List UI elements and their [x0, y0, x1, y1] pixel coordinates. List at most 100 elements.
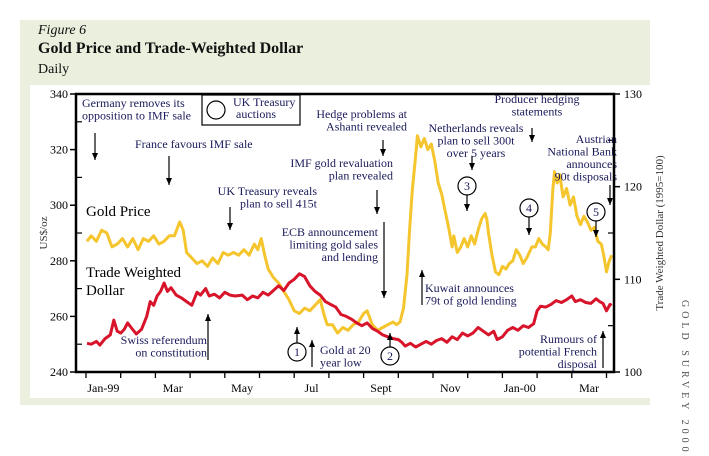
x-tick-label: Mar — [579, 381, 599, 395]
annotation-text: opposition to IMF sale — [82, 109, 191, 123]
uk-auction-marker-4: 4 — [519, 198, 539, 235]
figure-subtitle: Daily — [38, 62, 70, 77]
annotation-text: UK Treasury reveals — [218, 184, 318, 198]
figure-label: Figure 6 — [38, 23, 87, 38]
arrow-head-icon — [464, 204, 470, 211]
annotation-text: plan revealed — [329, 169, 393, 183]
arrow-head-icon — [593, 230, 599, 237]
annotation-text: plan to sell 300t — [438, 134, 516, 148]
legend-label-line1: UK Treasury — [233, 95, 295, 109]
arrow-head-icon — [92, 153, 98, 160]
x-tick-label: Nov — [440, 381, 461, 395]
x-tick-label: May — [231, 381, 253, 395]
gold-price-label: Gold Price — [86, 204, 151, 220]
arrow-head-icon — [294, 327, 300, 334]
auction-number: 4 — [526, 201, 532, 215]
annotation-text: National Bank — [547, 145, 617, 159]
x-tick-label: Jan-99 — [87, 381, 119, 395]
annotation-text: statements — [512, 105, 563, 119]
annotations-layer: Gold Price Trade Weighted Dollar UK Treasur… — [82, 92, 617, 371]
annotation-text: Swiss referendum — [121, 333, 208, 347]
annotation-text: plan to sell 415t — [240, 197, 318, 211]
x-tick-label: Sept — [370, 381, 392, 395]
legend-circle-icon — [206, 100, 226, 120]
annotation-text: Netherlands reveals — [429, 121, 524, 135]
uk-auction-marker-2: 2 — [380, 333, 400, 366]
uk-auction-marker-5: 5 — [586, 202, 606, 237]
annotation-text: Ashanti revealed — [326, 120, 407, 134]
arrow-head-icon — [469, 163, 475, 170]
arrow-head-icon — [227, 223, 233, 230]
arrow-head-icon — [419, 270, 425, 277]
annotation-text: potential French — [519, 345, 597, 359]
annotation-text: limiting gold sales — [289, 238, 378, 252]
arrow-head-icon — [380, 149, 386, 156]
trade-weighted-dollar-line — [86, 272, 613, 349]
arrow-head-icon — [381, 291, 387, 298]
annotation-text: Kuwait announces — [425, 281, 514, 295]
series-layer — [85, 134, 614, 349]
y-left-tick-label: 300 — [50, 198, 68, 212]
axes-layer: 240 260 280 300 320 340 100 110 120 130 US$/oz Trad… — [38, 87, 666, 395]
x-tick-label: Jan-00 — [504, 381, 536, 395]
arrow-head-icon — [387, 333, 393, 340]
arrow-head-icon — [600, 331, 606, 338]
annotation-text: Rumours of — [540, 332, 597, 346]
arrow-head-icon — [205, 314, 211, 321]
annotation-text: Producer hedging — [495, 92, 580, 106]
annotation-text: Hedge problems at — [316, 107, 407, 121]
x-tick-label: Jul — [305, 381, 320, 395]
y-right-tick-label: 130 — [624, 87, 642, 101]
gold-price-line — [85, 134, 614, 335]
annotation-text: France favours IMF sale — [135, 137, 253, 151]
auction-number: 1 — [294, 345, 300, 359]
y-right-axis-title: Trade Weighted Dollar (1995=100) — [654, 155, 666, 311]
dollar-label-line1: Trade Weighted — [86, 265, 182, 281]
uk-auction-marker-3: 3 — [457, 176, 477, 211]
arrow-head-icon — [166, 178, 172, 185]
x-tick-label: Mar — [163, 381, 183, 395]
legend-label-line2: auctions — [236, 107, 276, 121]
arrow-head-icon — [526, 228, 532, 235]
y-left-tick-label: 340 — [50, 87, 68, 101]
auction-number: 3 — [464, 179, 470, 193]
arrow-head-icon — [374, 207, 380, 214]
annotation-text: disposal — [558, 357, 598, 371]
arrow-head-icon — [529, 135, 535, 142]
annotation-text: year low — [320, 356, 362, 370]
annotation-text: over 5 years — [447, 146, 506, 160]
annotation-text: Gold at 20 — [320, 343, 371, 357]
auction-number: 5 — [593, 205, 599, 219]
chart: 240 260 280 300 320 340 100 110 120 130 US$/oz Trad… — [38, 87, 666, 395]
y-right-tick-label: 110 — [624, 272, 642, 286]
y-left-axis-title: US$/oz — [38, 216, 50, 249]
annotation-text: announces — [566, 157, 617, 171]
y-left-tick-label: 320 — [50, 143, 68, 157]
plot-frame — [74, 92, 616, 374]
legend-box — [201, 94, 301, 126]
uk-auction-marker-1: 1 — [287, 327, 307, 362]
dollar-label-line2: Dollar — [86, 283, 124, 299]
arrow-head-icon — [309, 340, 315, 347]
annotation-text: and lending — [322, 250, 378, 264]
figure-title: Gold Price and Trade-Weighted Dollar — [38, 40, 304, 57]
annotation-france: France favours IMF sale — [135, 137, 253, 185]
y-right-tick-label: 100 — [624, 365, 642, 379]
y-left-tick-label: 260 — [50, 309, 68, 323]
arrow-head-icon — [607, 198, 613, 205]
y-right-tick-label: 120 — [624, 180, 642, 194]
annotation-text: 79t of gold lending — [425, 294, 517, 308]
y-left-tick-label: 240 — [50, 365, 68, 379]
